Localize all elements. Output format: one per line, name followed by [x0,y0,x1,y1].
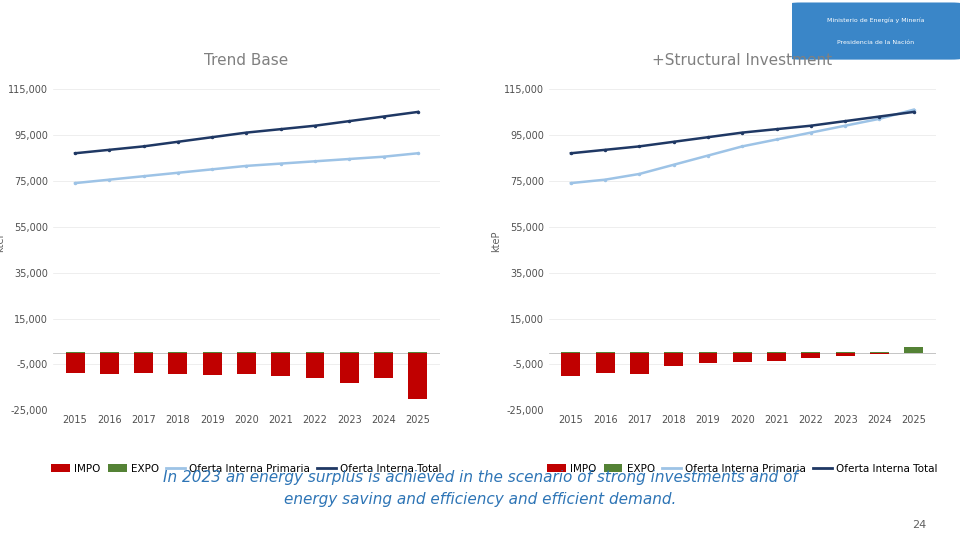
Legend: IMPO, EXPO, Oferta Interna Primaria, Oferta Interna Total: IMPO, EXPO, Oferta Interna Primaria, Ofe… [543,460,942,478]
Bar [664,352,684,353]
Text: Presidencia de la Nación: Presidencia de la Nación [837,40,914,45]
Bar [836,352,854,353]
Bar [100,352,119,353]
Bar [870,352,889,353]
Bar [408,353,427,399]
Bar [699,352,717,353]
Bar [374,352,393,353]
Bar [562,352,581,353]
Bar [272,352,290,353]
Bar [767,352,786,353]
Title: Trend Base: Trend Base [204,52,289,68]
Bar [169,353,187,374]
Bar [374,353,393,378]
Bar [203,352,222,353]
Bar [767,353,786,361]
Bar [630,353,649,374]
Bar [699,353,717,363]
Bar [408,352,427,353]
Legend: IMPO, EXPO, Oferta Interna Primaria, Oferta Interna Total: IMPO, EXPO, Oferta Interna Primaria, Ofe… [47,460,445,478]
Bar [732,352,752,353]
Text: Energy: Primary internal supply vs total internal supply: Energy: Primary internal supply vs total… [14,22,578,40]
Bar [134,353,153,373]
Bar [802,352,820,353]
Text: 24: 24 [912,520,926,530]
Bar [732,353,752,362]
Bar [904,347,924,353]
Bar [100,353,119,374]
Bar [237,352,256,353]
Bar [134,352,153,353]
Bar [169,352,187,353]
Bar [272,353,290,376]
FancyBboxPatch shape [792,3,960,59]
Bar [630,352,649,353]
Bar [203,353,222,375]
Bar [836,353,854,356]
Bar [596,353,614,373]
Bar [65,353,84,373]
Bar [305,353,324,378]
Bar [802,353,820,357]
Title: +Structural Investment: +Structural Investment [652,52,832,68]
Bar [65,352,84,353]
Y-axis label: kteP: kteP [0,231,5,252]
Bar [340,353,359,383]
Bar [562,353,581,376]
Bar [305,352,324,353]
Bar [340,352,359,353]
Bar [237,353,256,374]
Text: In 2023 an energy surplus is achieved in the scenario of strong investments and : In 2023 an energy surplus is achieved in… [162,470,798,485]
Text: energy saving and efficiency and efficient demand.: energy saving and efficiency and efficie… [284,492,676,507]
Y-axis label: kteP: kteP [491,231,501,252]
Bar [870,353,889,354]
Bar [664,353,684,366]
Text: Ministerio de Energía y Minería: Ministerio de Energía y Minería [827,17,924,23]
Bar [596,352,614,353]
